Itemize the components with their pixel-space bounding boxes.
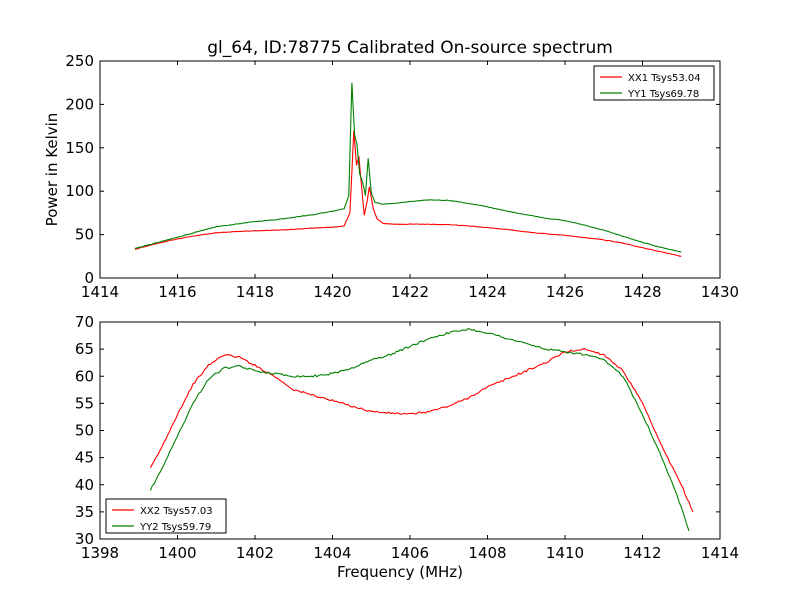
top-spectrum-plot: 1414 1416 1418 1420 1422 1424 1426 1428 1430 0 50 1…	[43, 52, 739, 301]
series-line-2	[149, 327, 690, 532]
x-tick-label: 1404	[313, 544, 351, 562]
x-tick-label: 1406	[391, 544, 429, 562]
y-tick-label: 250	[65, 52, 94, 70]
y-tick-label: 60	[75, 367, 94, 385]
y-tick-label: 50	[75, 422, 94, 440]
y-tick-label: 150	[65, 139, 94, 157]
x-tick-label: 1410	[546, 544, 584, 562]
y-tick-label: 40	[75, 476, 94, 494]
x-tick-label: 1416	[158, 283, 196, 301]
y-axis-label: Power in Kelvin	[43, 113, 61, 227]
x-tick-label: 1402	[236, 544, 274, 562]
x-tick-label: 1430	[701, 283, 739, 301]
x-tick-label: 1418	[236, 283, 274, 301]
y-tick-label: 70	[75, 313, 94, 331]
x-tick-label: 1424	[468, 283, 506, 301]
legend-label-1: XX1 Tsys53.04	[628, 73, 701, 84]
x-tick-label: 1426	[546, 283, 584, 301]
y-tick-label: 45	[75, 449, 94, 467]
x-tick-label: 1398	[81, 544, 119, 562]
x-tick-label: 1412	[623, 544, 661, 562]
legend-label-1: XX2 Tsys57.03	[140, 506, 213, 517]
x-tick-label: 1428	[623, 283, 661, 301]
legend-label-2: YY1 Tsys69.78	[627, 89, 699, 100]
x-tick-label: 1414	[81, 283, 119, 301]
series-line-2	[134, 82, 682, 253]
bottom-spectrum-plot: 1398 1400 1402 1404 1406 1408 1410 1412 1414 30 35…	[75, 313, 739, 581]
legend-label-2: YY2 Tsys59.79	[139, 522, 211, 533]
y-tick-label: 0	[84, 269, 94, 287]
y-tick-label: 200	[65, 95, 94, 113]
series-line-1	[149, 348, 694, 513]
legend-box	[105, 498, 227, 534]
x-tick-label: 1400	[158, 544, 196, 562]
legend: XX2 Tsys57.03 YY2 Tsys59.79	[105, 498, 227, 534]
y-tick-label: 100	[65, 182, 94, 200]
y-tick-label: 30	[75, 530, 94, 548]
y-tick-label: 50	[75, 226, 94, 244]
y-tick-label: 65	[75, 340, 94, 358]
y-tick-label: 55	[75, 394, 94, 412]
legend: XX1 Tsys53.04 YY1 Tsys69.78	[593, 65, 715, 101]
figure-title: gl_64, ID:78775 Calibrated On-source spe…	[207, 38, 613, 58]
x-tick-label: 1408	[468, 544, 506, 562]
series-line-1	[134, 130, 682, 257]
y-tick-label: 35	[75, 503, 94, 521]
legend-box	[593, 65, 715, 101]
x-tick-label: 1414	[701, 544, 739, 562]
x-tick-label: 1422	[391, 283, 429, 301]
x-tick-label: 1420	[313, 283, 351, 301]
x-axis-label: Frequency (MHz)	[337, 563, 463, 581]
